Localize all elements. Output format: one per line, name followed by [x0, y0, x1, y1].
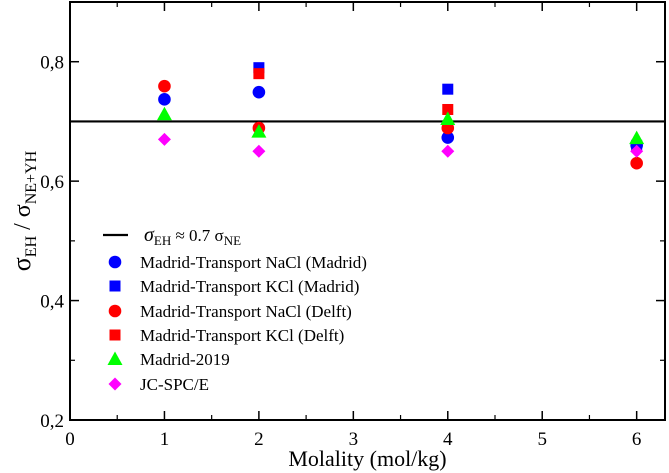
y-tick-label: 0,6	[40, 172, 64, 193]
data-point	[440, 111, 456, 126]
x-axis-title: Molality (mol/kg)	[288, 446, 446, 471]
data-point	[251, 124, 267, 138]
data-point	[158, 93, 171, 106]
y-tick-label: 0,4	[40, 292, 64, 313]
data-point	[442, 103, 454, 115]
axis-titles: Molality (mol/kg) σEH / σNE+YH	[7, 150, 447, 471]
x-tick-label: 1	[160, 429, 170, 450]
data-point	[629, 130, 645, 145]
data-point	[157, 132, 171, 146]
data-point	[630, 144, 644, 158]
legend-marker	[108, 377, 122, 391]
axes-layer: 0 1 2 3 4 5 6 0,2 0,4 0,6 0,8	[40, 1, 666, 450]
legend: σEH ≈ 0.7 σNE Madrid-Transport NaCl (Madr…	[103, 224, 367, 394]
x-tick-label: 4	[443, 429, 453, 450]
data-point	[252, 85, 266, 99]
y-axis-title: σEH / σNE+YH	[7, 150, 40, 271]
legend-marker	[107, 351, 123, 365]
data-points-layer	[156, 62, 645, 170]
data-point	[442, 83, 454, 95]
data-point	[252, 144, 266, 158]
y-tick-label: 0,8	[40, 53, 64, 74]
y-tick-label: 0,2	[40, 411, 64, 432]
legend-label: Madrid-Transport KCl (Madrid)	[140, 277, 359, 296]
x-tick-label: 6	[632, 429, 642, 450]
legend-label: Madrid-Transport KCl (Delft)	[140, 326, 344, 345]
x-tick-label: 3	[349, 429, 359, 450]
data-point	[253, 62, 265, 74]
data-point	[253, 68, 265, 80]
data-point	[158, 79, 171, 93]
legend-marker	[108, 255, 122, 269]
data-point	[441, 144, 455, 158]
series-5	[157, 132, 644, 158]
legend-label: JC-SPC/E	[140, 375, 209, 394]
x-tick-label: 2	[254, 429, 264, 450]
x-tick-label: 5	[537, 429, 547, 450]
legend-label: Madrid-Transport NaCl (Madrid)	[140, 253, 367, 272]
legend-marker	[109, 329, 121, 341]
legend-label: Madrid-Transport NaCl (Delft)	[140, 302, 352, 321]
legend-marker	[109, 280, 121, 292]
legend-reference-label: σEH ≈ 0.7 σNE	[144, 224, 241, 248]
legend-label: Madrid-2019	[140, 350, 230, 369]
series-4	[156, 106, 645, 145]
x-tick-label: 0	[65, 429, 75, 450]
data-point	[441, 131, 455, 144]
data-point	[630, 156, 643, 170]
data-point	[156, 106, 172, 121]
legend-marker	[108, 304, 122, 318]
series-3	[253, 68, 454, 115]
plot-frame	[69, 1, 666, 421]
